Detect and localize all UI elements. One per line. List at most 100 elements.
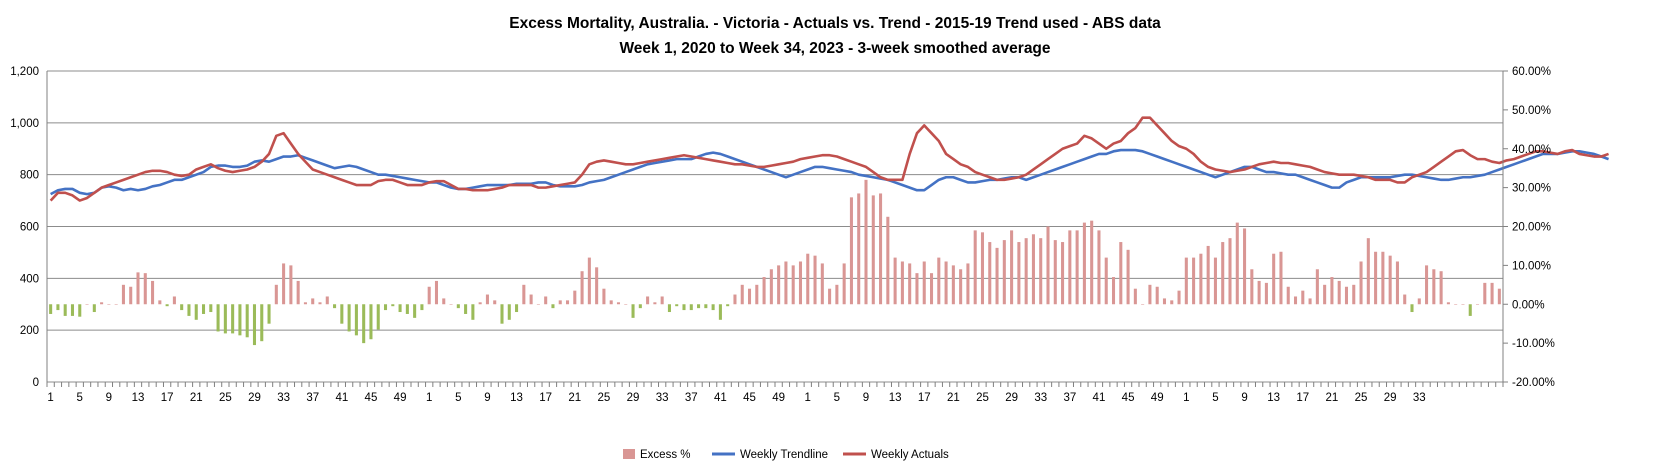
- excess-bar: [1039, 238, 1043, 305]
- excess-bar: [165, 304, 169, 307]
- x-tick-label: 33: [1413, 392, 1426, 404]
- excess-bar: [660, 296, 664, 305]
- excess-bar: [1446, 302, 1450, 305]
- excess-bar: [449, 304, 453, 305]
- x-tick-label: 17: [161, 392, 174, 404]
- excess-bar: [951, 265, 955, 305]
- y-right-tick-label: 20.00%: [1512, 222, 1551, 234]
- x-tick-label: 13: [1267, 392, 1280, 404]
- excess-bar: [667, 304, 671, 313]
- excess-bar: [1395, 261, 1399, 305]
- x-tick-label: 37: [1063, 392, 1076, 404]
- excess-bar: [1330, 277, 1334, 305]
- excess-bar: [515, 304, 519, 313]
- excess-bar: [325, 296, 329, 305]
- excess-bar: [201, 304, 206, 314]
- x-tick-label: 5: [834, 392, 840, 404]
- excess-bar: [56, 304, 60, 311]
- excess-bar: [434, 280, 439, 305]
- excess-bar: [777, 265, 781, 305]
- excess-bar: [1352, 284, 1356, 305]
- excess-bar: [180, 304, 184, 311]
- y-right-tick-label: 30.00%: [1512, 183, 1551, 195]
- excess-bar: [922, 261, 926, 305]
- x-tick-label: 1: [805, 392, 811, 404]
- excess-bar: [1381, 251, 1385, 305]
- excess-bar: [944, 261, 948, 305]
- excess-bar: [85, 304, 89, 305]
- x-tick-label: 33: [656, 392, 669, 404]
- excess-bar: [1483, 282, 1487, 305]
- y-left-tick-label: 400: [20, 273, 39, 285]
- excess-bar: [718, 304, 722, 320]
- excess-bar: [980, 232, 985, 305]
- excess-bar: [114, 304, 118, 305]
- x-tick-label: 21: [947, 392, 960, 404]
- excess-bar: [638, 304, 642, 309]
- excess-bar: [1053, 240, 1057, 305]
- excess-bar: [282, 263, 286, 305]
- x-tick-label: 5: [455, 392, 461, 404]
- legend: Excess % Weekly Trendline Weekly Actuals: [623, 449, 949, 461]
- x-tick-label: 1: [1183, 392, 1189, 404]
- excess-bar: [959, 269, 963, 305]
- excess-bar: [740, 284, 744, 305]
- excess-bar: [966, 263, 970, 305]
- excess-bar: [1454, 304, 1458, 305]
- excess-bar: [318, 302, 322, 305]
- excess-bar: [1410, 304, 1414, 313]
- excess-bar: [1177, 290, 1181, 305]
- excess-bar: [595, 267, 599, 305]
- y-right-tick-label: -20.00%: [1512, 377, 1555, 389]
- excess-bar: [886, 216, 890, 305]
- x-tick-label: 25: [219, 392, 232, 404]
- excess-bar: [158, 300, 162, 305]
- y-right-tick-label: 40.00%: [1512, 144, 1551, 156]
- excess-bar: [835, 284, 839, 305]
- excess-bar: [209, 304, 213, 313]
- excess-bar: [857, 193, 861, 305]
- excess-bar: [347, 304, 351, 332]
- excess-bar: [1111, 277, 1116, 305]
- excess-bar: [1017, 242, 1021, 305]
- excess-bar: [143, 273, 147, 305]
- y-left-tick-label: 200: [20, 325, 39, 337]
- excess-bar: [1090, 220, 1094, 305]
- excess-bar: [1286, 286, 1290, 305]
- excess-bars: [49, 179, 1501, 346]
- excess-bar: [602, 288, 606, 305]
- chart-title: Excess Mortality, Australia. - Victoria …: [509, 15, 1161, 32]
- excess-bar: [1184, 257, 1188, 305]
- excess-bar: [398, 304, 402, 313]
- x-tick-label: 41: [335, 392, 348, 404]
- x-tick-label: 25: [976, 392, 989, 404]
- excess-bar: [456, 304, 460, 309]
- excess-bar: [798, 261, 803, 305]
- excess-bar: [340, 304, 344, 324]
- excess-bar: [1206, 245, 1210, 305]
- excess-bar: [267, 304, 271, 324]
- legend-excess-swatch: [623, 449, 635, 459]
- excess-bar: [1126, 249, 1130, 305]
- excess-bar: [231, 304, 235, 334]
- x-tick-label: 17: [1296, 392, 1309, 404]
- x-tick-label: 33: [1034, 392, 1047, 404]
- y-left-tick-label: 600: [20, 222, 39, 234]
- excess-bar: [121, 284, 125, 305]
- excess-bar: [1344, 286, 1349, 305]
- excess-bar: [1490, 282, 1494, 305]
- excess-bar: [1475, 304, 1480, 305]
- excess-bar: [849, 197, 853, 305]
- excess-bar: [1155, 286, 1159, 305]
- excess-bar: [507, 304, 511, 320]
- x-tick-label: 41: [714, 392, 727, 404]
- excess-bar: [675, 304, 679, 307]
- excess-bar: [107, 304, 111, 305]
- excess-bar: [70, 304, 75, 316]
- excess-bar: [653, 302, 657, 305]
- excess-bar: [1068, 230, 1072, 305]
- excess-bar: [1170, 300, 1174, 305]
- x-tick-label: 9: [484, 392, 490, 404]
- excess-bar: [100, 302, 104, 305]
